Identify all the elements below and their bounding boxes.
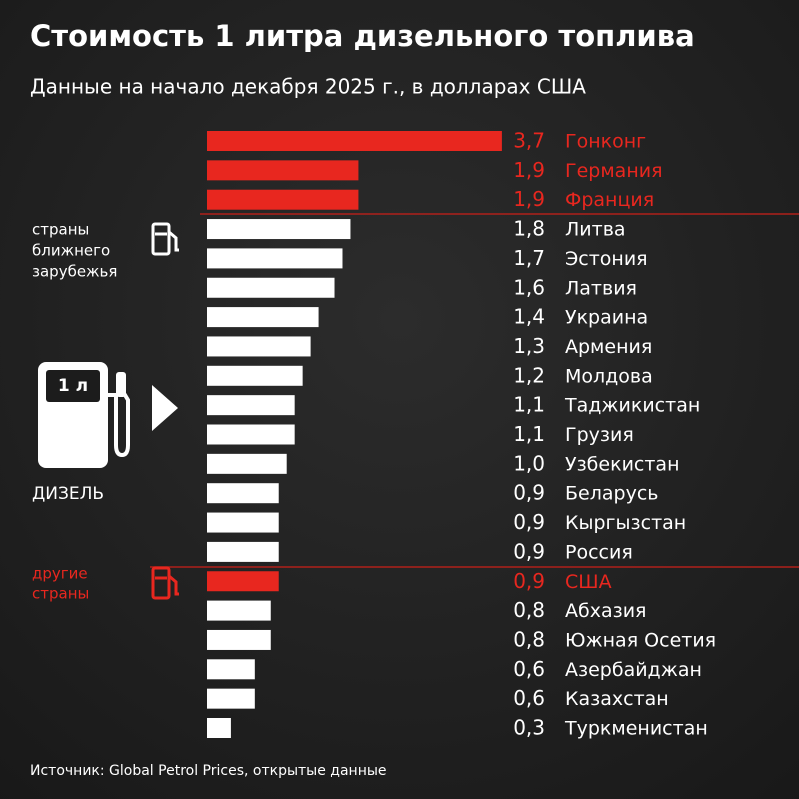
category-label: Литва xyxy=(565,219,626,241)
value-label: 1,1 xyxy=(513,393,545,417)
pump-icon xyxy=(151,222,179,256)
pump-label: 1 л xyxy=(58,376,88,396)
bar xyxy=(207,424,295,445)
category-label: Казахстан xyxy=(565,688,669,710)
value-label: 1,6 xyxy=(513,275,545,299)
value-label: 0,6 xyxy=(513,657,545,681)
big-pump-icon xyxy=(38,362,130,468)
source: Источник: Global Petrol Prices, открытые… xyxy=(30,763,387,779)
value-label: 0,8 xyxy=(513,598,545,622)
annotation: страны xyxy=(32,585,89,603)
category-label: Армения xyxy=(565,336,652,358)
value-label: 1,2 xyxy=(513,363,545,387)
bar xyxy=(207,160,359,181)
category-label: Беларусь xyxy=(565,483,658,505)
category-label: Южная Осетия xyxy=(565,629,716,651)
value-label: 1,4 xyxy=(513,305,545,329)
annotation: другие xyxy=(32,565,88,583)
category-label: Грузия xyxy=(565,424,634,446)
value-label: 1,7 xyxy=(513,246,545,270)
category-label: Узбекистан xyxy=(565,453,680,475)
annotation: ближнего xyxy=(32,242,110,260)
bar xyxy=(207,571,279,592)
category-label: Украина xyxy=(565,307,648,329)
category-label: Германия xyxy=(565,160,663,182)
value-label: 1,0 xyxy=(513,451,545,475)
value-label: 1,3 xyxy=(513,334,545,358)
category-label: Франция xyxy=(565,189,654,211)
category-label: Кыргызстан xyxy=(565,512,686,534)
category-label: Латвия xyxy=(565,277,637,299)
category-label: Таджикистан xyxy=(564,395,700,417)
category-label: США xyxy=(565,571,612,593)
bar xyxy=(207,600,271,621)
pump-icon xyxy=(151,566,179,600)
annotation: зарубежья xyxy=(32,263,117,281)
bar xyxy=(207,189,359,210)
value-label: 1,9 xyxy=(513,158,545,182)
annotation: страны xyxy=(32,221,89,239)
value-label: 1,1 xyxy=(513,422,545,446)
bar xyxy=(207,718,231,738)
bar xyxy=(207,659,255,680)
value-label: 3,7 xyxy=(513,129,545,153)
value-label: 0,9 xyxy=(513,510,545,534)
category-label: Молдова xyxy=(565,365,653,387)
value-label: 0,9 xyxy=(513,569,545,593)
category-label: Эстония xyxy=(565,248,648,270)
bar xyxy=(207,512,279,533)
value-label: 0,9 xyxy=(513,481,545,505)
annotation: ДИЗЕЛЬ xyxy=(32,484,104,504)
category-label: Туркменистан xyxy=(564,718,708,740)
value-label: 0,9 xyxy=(513,539,545,563)
bar xyxy=(207,629,271,650)
value-label: 0,8 xyxy=(513,627,545,651)
bar xyxy=(207,483,279,504)
arrow xyxy=(152,385,178,431)
bar xyxy=(207,131,502,151)
bar xyxy=(207,336,311,357)
value-label: 1,8 xyxy=(513,217,545,241)
category-label: Абхазия xyxy=(565,600,646,622)
category-label: Азербайджан xyxy=(565,659,702,681)
value-label: 0,6 xyxy=(513,686,545,710)
bar xyxy=(207,541,279,562)
bar xyxy=(207,365,303,386)
value-label: 0,3 xyxy=(513,716,545,740)
bar xyxy=(207,453,287,474)
bar xyxy=(207,219,351,240)
value-label: 1,9 xyxy=(513,187,545,211)
category-label: Гонконг xyxy=(565,131,646,153)
bar xyxy=(207,307,319,328)
chart-subtitle: Данные на начало декабря 2025 г., в долл… xyxy=(30,75,586,99)
bar xyxy=(207,248,343,269)
bar xyxy=(207,277,335,298)
category-label: Россия xyxy=(565,541,633,563)
bar xyxy=(207,688,255,709)
bar xyxy=(207,395,295,416)
chart-title: Стоимость 1 литра дизельного топлива xyxy=(30,19,695,53)
